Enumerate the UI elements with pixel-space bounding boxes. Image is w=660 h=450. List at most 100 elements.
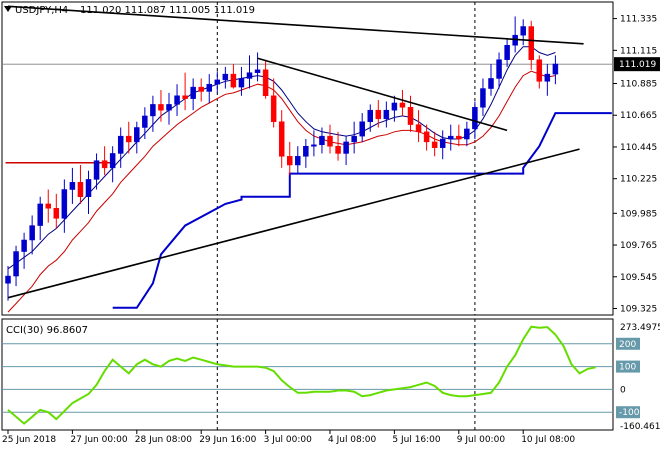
cci-line (7, 325, 596, 425)
candle-body (214, 79, 221, 85)
candle-body (222, 73, 229, 81)
candle-body (367, 109, 373, 122)
candle-body (423, 131, 430, 143)
candle-body (262, 69, 269, 97)
cci-series (7, 325, 596, 425)
candle-body (101, 160, 108, 169)
time-tick-label: 3 Jul 00:00 (264, 435, 313, 445)
candle-body (198, 86, 204, 92)
candle-body (206, 83, 212, 92)
time-tick-label: 10 Jul 08:00 (521, 435, 575, 445)
candle-body (238, 78, 245, 88)
candle-body (182, 95, 188, 99)
time-tick-label: 27 Jun 00:00 (70, 435, 127, 445)
trendline (257, 57, 508, 132)
candle-body (407, 107, 414, 125)
candle-body (303, 145, 309, 157)
current-price-label: 111.019 (619, 60, 656, 70)
price-tick-label: 111.335 (620, 15, 657, 25)
candle-body (29, 225, 35, 241)
cci-tick-label: 100 (619, 363, 636, 373)
candle-body (383, 109, 390, 120)
candle-body (439, 138, 446, 148)
candle-body (464, 128, 470, 140)
cci-tick-label: 200 (619, 340, 636, 350)
candle-body (158, 104, 164, 111)
candle-body (488, 78, 494, 89)
candle-body (278, 121, 285, 157)
candle-body (61, 189, 68, 219)
chart-title: USDJPY,H4 111.020 111.087 111.005 111.01… (4, 5, 255, 16)
candle-body (343, 141, 349, 154)
cci-levels (2, 343, 613, 413)
cci-panel-frame (1, 318, 614, 431)
price-tick-label: 109.325 (620, 305, 657, 315)
time-tick-label: 4 Jul 08:00 (328, 435, 377, 445)
cci-label: CCI(30) 96.8607 (6, 325, 88, 336)
candle-body (552, 63, 559, 75)
candle-body (77, 182, 84, 197)
price-tick-label: 109.985 (620, 209, 657, 219)
candle-body (287, 156, 293, 166)
candle-body (142, 115, 148, 128)
candle-body (504, 45, 510, 60)
cci-axis: 273.4975 200 100 0 -100 -160.4616 (616, 323, 660, 432)
candle-body (174, 95, 180, 105)
price-tick-label: 109.545 (620, 273, 657, 283)
candle-body (53, 208, 60, 219)
time-tick-label: 28 Jun 08:00 (135, 435, 192, 445)
candle-body (431, 141, 438, 148)
candle-body (480, 88, 486, 108)
candle-body (520, 26, 526, 36)
cci-level-tag (616, 360, 640, 373)
price-tick-label: 110.225 (620, 175, 657, 185)
candle-body (21, 239, 27, 252)
candle-body (359, 121, 365, 137)
candle-body (544, 73, 551, 82)
candle-body (93, 160, 100, 180)
candle-body (126, 135, 132, 143)
main-panel-frame (1, 1, 614, 316)
time-tick-label: 29 Jun 16:00 (199, 435, 256, 445)
candle-body (391, 102, 398, 111)
candle-body (496, 59, 502, 79)
ohlc-label: 111.020 111.087 111.005 111.019 (80, 5, 255, 16)
cci-level-tag (616, 337, 640, 350)
time-tick-label: 9 Jul 00:00 (457, 435, 506, 445)
price-axis: 109.325 109.545 109.765 109.985 110.225 110.4… (613, 15, 657, 315)
cci-tick-label: -100 (619, 408, 640, 418)
price-tick-label: 109.765 (620, 241, 657, 251)
candle-body (109, 153, 116, 169)
candle-body (319, 135, 325, 146)
candle-body (246, 72, 253, 79)
candle-body (37, 203, 43, 226)
candle-body (399, 102, 406, 108)
candle-body (230, 73, 237, 88)
cci-level-tag (616, 406, 640, 419)
cci-tick-label: 273.4975 (620, 323, 660, 333)
candle-body (270, 95, 277, 122)
candle-body (335, 145, 341, 154)
candle-body (69, 182, 76, 190)
price-tick-label: 110.885 (620, 79, 657, 89)
symbol-label: USDJPY,H4 (15, 5, 68, 16)
candle-body (528, 26, 534, 60)
candle-body (415, 124, 422, 133)
candle-body (13, 251, 19, 277)
candle-body (375, 109, 382, 120)
step-line (112, 112, 612, 309)
candle-body (85, 179, 92, 197)
trendlines (7, 5, 584, 299)
candle-body (254, 69, 261, 73)
candle-body (134, 127, 140, 143)
price-tick-label: 110.445 (620, 143, 657, 153)
candle-body (150, 104, 156, 117)
price-tick-label: 111.115 (620, 46, 657, 56)
candle-body (472, 107, 478, 130)
candle-body (536, 59, 543, 82)
triangle-down-icon (4, 6, 12, 12)
time-tick-label: 25 Jun 2018 (2, 435, 56, 445)
time-tick-label: 5 Jul 16:00 (392, 435, 441, 445)
trendline (7, 148, 580, 299)
